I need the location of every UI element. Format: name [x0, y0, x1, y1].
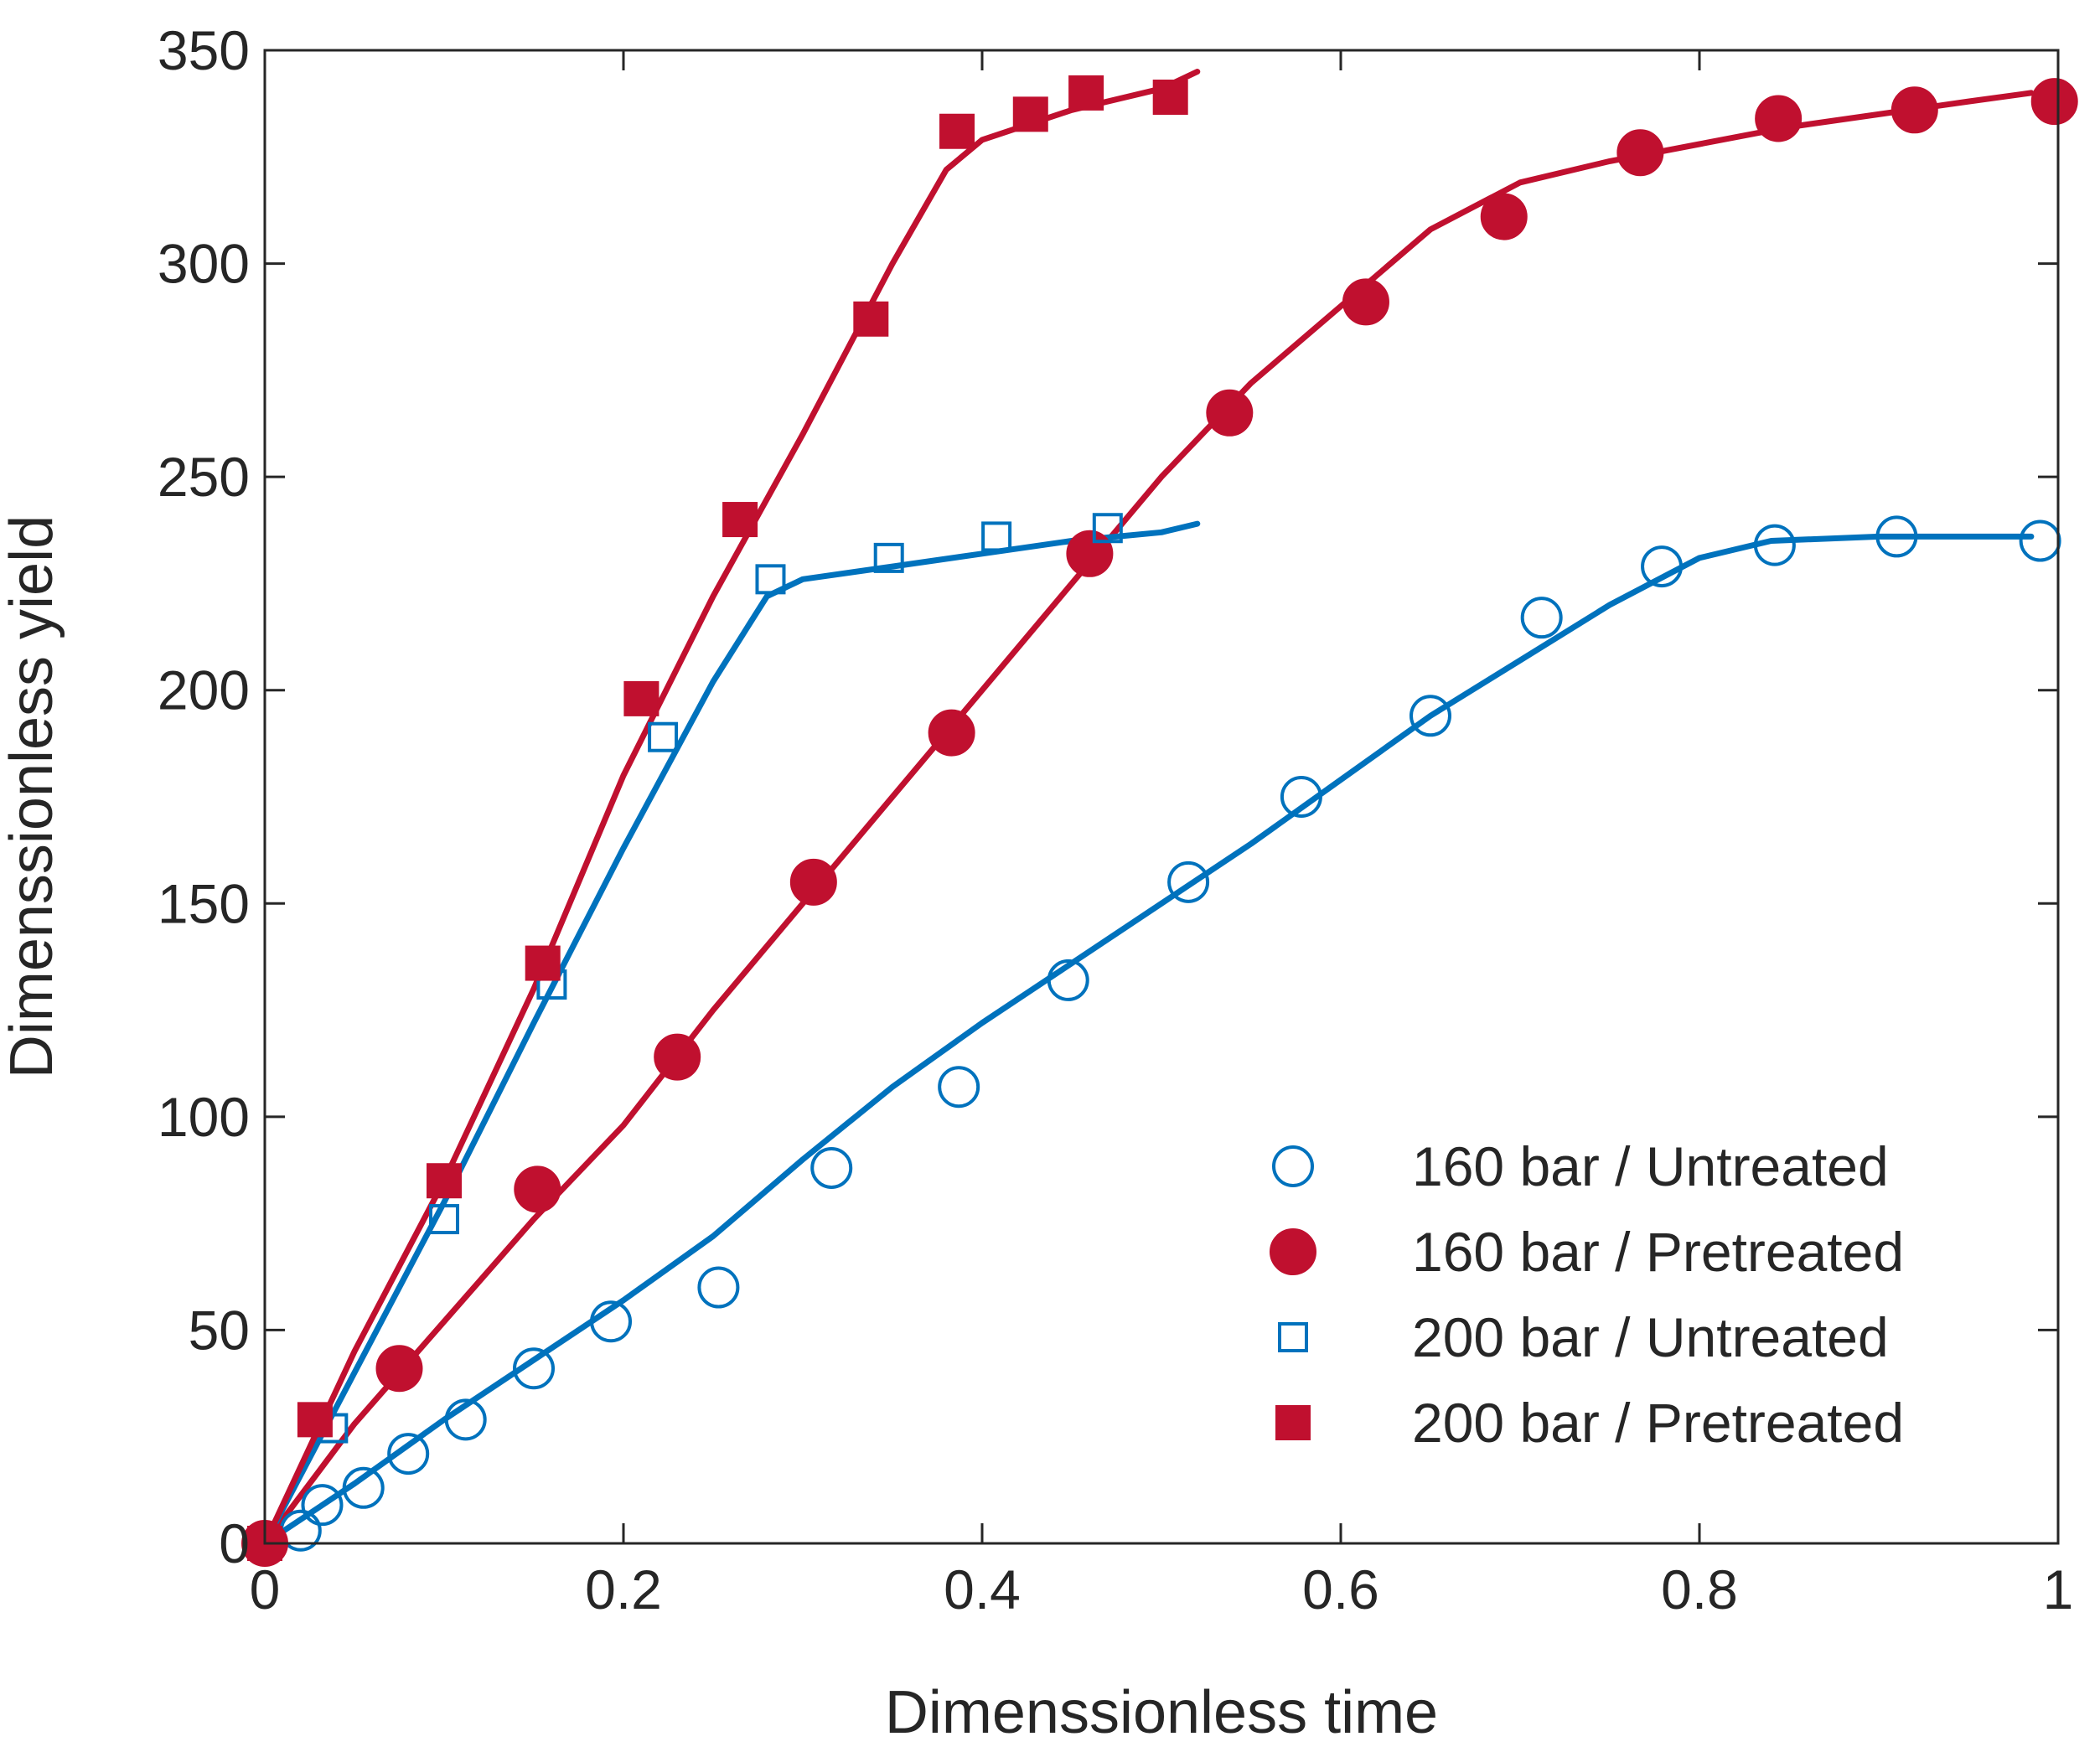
data-point-160-bar-untreated — [590, 1300, 633, 1343]
legend-label-160-bar-pretreated: 160 bar / Pretreated — [1412, 1221, 1904, 1283]
y-tick-label: 200 — [158, 659, 250, 721]
data-point-160-bar-untreated — [938, 1066, 980, 1109]
data-point-160-bar-untreated — [342, 1466, 385, 1509]
data-point-200-bar-untreated — [429, 1204, 459, 1235]
data-point-160-bar-pretreated — [654, 1033, 701, 1081]
legend-label-200-bar-pretreated: 200 bar / Pretreated — [1412, 1392, 1904, 1454]
legend-label-200-bar-untreated: 200 bar / Untreated — [1412, 1306, 1889, 1368]
y-axis-label: Dimenssionless yield — [0, 515, 65, 1078]
data-point-160-bar-untreated — [513, 1347, 555, 1390]
legend-marker-160-bar-pretreated — [1270, 1228, 1316, 1275]
data-point-160-bar-pretreated — [375, 1345, 423, 1393]
data-point-200-bar-pretreated — [525, 945, 561, 981]
legend: 160 bar / Untreated 160 bar / Pretreated 2… — [1270, 1135, 1904, 1454]
data-markers — [241, 75, 2078, 1567]
x-axis-ticks: 0 0.2 0.4 0.6 0.8 1 — [250, 50, 2074, 1620]
data-point-160-bar-untreated — [697, 1266, 740, 1309]
data-point-160-bar-pretreated — [928, 709, 975, 757]
data-point-200-bar-pretreated — [427, 1163, 462, 1199]
x-axis-label: Dimenssionless time — [885, 1679, 1438, 1746]
data-point-160-bar-untreated — [1280, 776, 1322, 818]
data-point-160-bar-untreated — [301, 1484, 344, 1527]
data-point-160-bar-pretreated — [1342, 278, 1389, 326]
data-point-160-bar-pretreated — [514, 1165, 561, 1213]
data-point-200-bar-pretreated — [853, 301, 889, 337]
data-point-160-bar-untreated — [1409, 695, 1451, 737]
y-tick-label: 100 — [158, 1086, 250, 1148]
y-axis-ticks: 0 50 100 150 200 250 300 350 — [158, 19, 2058, 1574]
x-tick-label: 0 — [250, 1558, 281, 1620]
data-point-200-bar-untreated — [755, 564, 786, 595]
data-point-160-bar-untreated — [2019, 519, 2061, 562]
y-tick-label: 250 — [158, 446, 250, 508]
x-tick-label: 1 — [2043, 1558, 2074, 1620]
data-point-160-bar-pretreated — [1616, 129, 1664, 177]
y-tick-label: 300 — [158, 233, 250, 295]
data-point-160-bar-pretreated — [1480, 193, 1528, 240]
fit-line-160-bar-pretreated — [261, 90, 2035, 1547]
data-point-160-bar-untreated — [1641, 545, 1684, 588]
legend-marker-200-bar-untreated — [1278, 1322, 1308, 1352]
data-point-160-bar-untreated — [1753, 524, 1796, 566]
data-point-160-bar-untreated — [810, 1146, 853, 1189]
data-point-160-bar-pretreated — [789, 858, 837, 906]
fit-line-160-bar-untreated — [261, 533, 2035, 1547]
data-point-200-bar-pretreated — [297, 1402, 333, 1438]
x-tick-label: 0.6 — [1302, 1558, 1379, 1620]
plot-frame — [263, 49, 2060, 1545]
y-tick-label: 50 — [189, 1299, 250, 1361]
data-point-160-bar-untreated — [1875, 515, 1918, 558]
data-point-160-bar-pretreated — [1891, 86, 1938, 134]
legend-marker-200-bar-pretreated — [1275, 1405, 1311, 1440]
data-point-160-bar-untreated — [387, 1433, 430, 1476]
data-point-200-bar-untreated — [648, 721, 679, 752]
x-tick-label: 0.2 — [585, 1558, 662, 1620]
data-point-160-bar-pretreated — [2030, 78, 2078, 126]
y-tick-label: 0 — [219, 1512, 250, 1574]
x-tick-label: 0.4 — [944, 1558, 1021, 1620]
data-point-160-bar-pretreated — [1206, 389, 1254, 437]
y-tick-label: 350 — [158, 19, 250, 81]
data-point-160-bar-pretreated — [1066, 530, 1114, 577]
legend-label-160-bar-untreated: 160 bar / Untreated — [1412, 1135, 1889, 1197]
fit-line-200-bar-pretreated — [261, 69, 1201, 1547]
data-point-200-bar-pretreated — [623, 680, 659, 716]
x-tick-label: 0.8 — [1661, 1558, 1738, 1620]
data-point-160-bar-untreated — [444, 1398, 487, 1441]
data-point-200-bar-untreated — [1092, 513, 1123, 544]
data-point-200-bar-pretreated — [1068, 75, 1104, 111]
data-point-160-bar-untreated — [1167, 860, 1210, 903]
legend-marker-160-bar-untreated — [1272, 1145, 1314, 1187]
data-point-160-bar-untreated — [1047, 959, 1089, 1001]
data-point-200-bar-pretreated — [1152, 80, 1188, 116]
data-point-200-bar-untreated — [981, 521, 1012, 552]
data-point-200-bar-pretreated — [722, 502, 758, 538]
y-tick-label: 150 — [158, 872, 250, 934]
data-point-160-bar-untreated — [1520, 597, 1563, 639]
data-point-160-bar-pretreated — [1755, 95, 1803, 142]
data-point-200-bar-pretreated — [939, 113, 975, 149]
data-point-200-bar-pretreated — [1012, 96, 1048, 132]
data-point-200-bar-untreated — [873, 542, 904, 573]
